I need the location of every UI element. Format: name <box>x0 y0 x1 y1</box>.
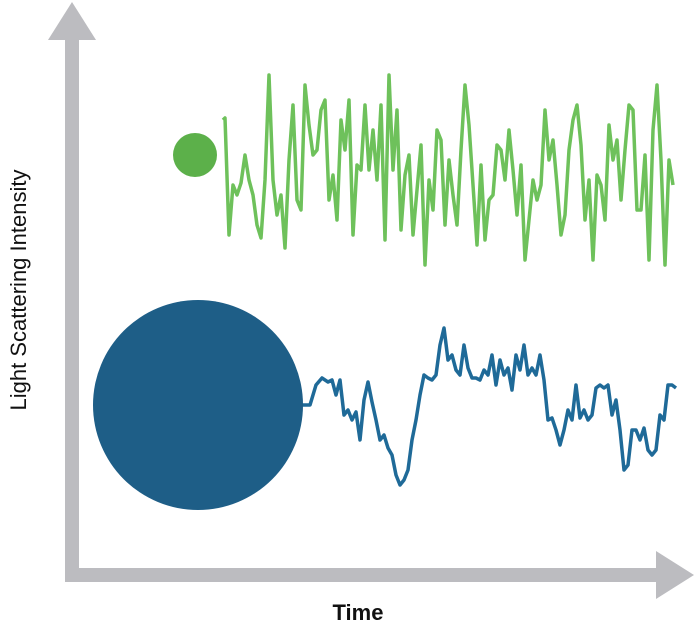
x-axis-line <box>65 568 665 582</box>
large-particle-signal <box>300 326 678 487</box>
y-axis-arrow <box>48 2 96 40</box>
large-particle <box>93 300 303 510</box>
y-axis-label: Light Scattering Intensity <box>6 170 31 411</box>
axes <box>48 2 694 599</box>
x-axis-label: Time <box>333 600 384 625</box>
x-axis-arrow <box>656 551 694 599</box>
small-particle <box>173 133 217 177</box>
y-axis-line <box>65 30 79 582</box>
small-particle-signal <box>221 73 675 267</box>
